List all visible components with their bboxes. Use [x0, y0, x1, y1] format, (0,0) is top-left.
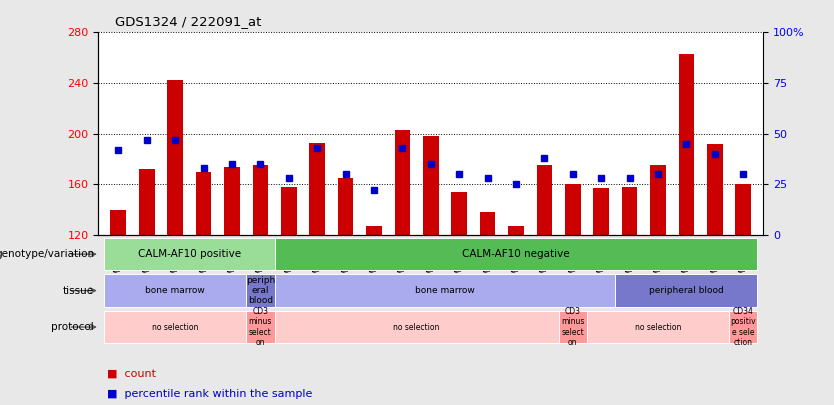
Text: CD34
positiv
e sele
ction: CD34 positiv e sele ction — [731, 307, 756, 347]
Bar — [593, 188, 609, 235]
Text: bone marrow: bone marrow — [415, 286, 475, 295]
Bar — [309, 143, 325, 235]
Text: no selection: no selection — [152, 322, 198, 332]
Bar — [559, 311, 587, 343]
Bar — [508, 226, 524, 235]
Text: CALM-AF10 positive: CALM-AF10 positive — [138, 249, 241, 259]
Text: peripheral blood: peripheral blood — [649, 286, 724, 295]
Bar — [196, 172, 211, 235]
Bar — [622, 187, 637, 235]
Text: periph
eral
blood: periph eral blood — [246, 276, 275, 305]
Bar — [338, 178, 354, 235]
Text: CD3
minus
select
on: CD3 minus select on — [249, 307, 272, 347]
Bar — [104, 238, 274, 270]
Bar — [536, 165, 552, 235]
Bar — [224, 166, 239, 235]
Bar — [253, 165, 269, 235]
Bar — [707, 144, 722, 235]
Bar — [246, 275, 274, 307]
Text: bone marrow: bone marrow — [145, 286, 205, 295]
Bar — [274, 275, 615, 307]
Text: ■  percentile rank within the sample: ■ percentile rank within the sample — [107, 389, 312, 399]
Bar — [423, 136, 439, 235]
Bar — [110, 210, 126, 235]
Text: CALM-AF10 negative: CALM-AF10 negative — [462, 249, 570, 259]
Text: genotype/variation: genotype/variation — [0, 249, 94, 259]
Bar — [139, 169, 154, 235]
Bar — [274, 238, 757, 270]
Bar — [651, 165, 666, 235]
Bar — [729, 311, 757, 343]
Text: tissue: tissue — [63, 286, 94, 296]
Bar — [679, 54, 694, 235]
Bar — [451, 192, 467, 235]
Bar — [394, 130, 410, 235]
Bar — [104, 275, 246, 307]
Bar — [168, 81, 183, 235]
Text: no selection: no selection — [394, 322, 440, 332]
Bar — [565, 184, 580, 235]
Bar — [615, 275, 757, 307]
Text: ■  count: ■ count — [107, 369, 156, 379]
Bar — [480, 212, 495, 235]
Bar — [736, 184, 751, 235]
Bar — [281, 187, 297, 235]
Bar — [104, 311, 246, 343]
Bar — [246, 311, 274, 343]
Text: no selection: no selection — [635, 322, 681, 332]
Text: CD3
minus
select
on: CD3 minus select on — [561, 307, 585, 347]
Bar — [366, 226, 382, 235]
Text: protocol: protocol — [52, 322, 94, 332]
Bar — [274, 311, 559, 343]
Text: GDS1324 / 222091_at: GDS1324 / 222091_at — [115, 15, 262, 28]
Bar — [587, 311, 729, 343]
